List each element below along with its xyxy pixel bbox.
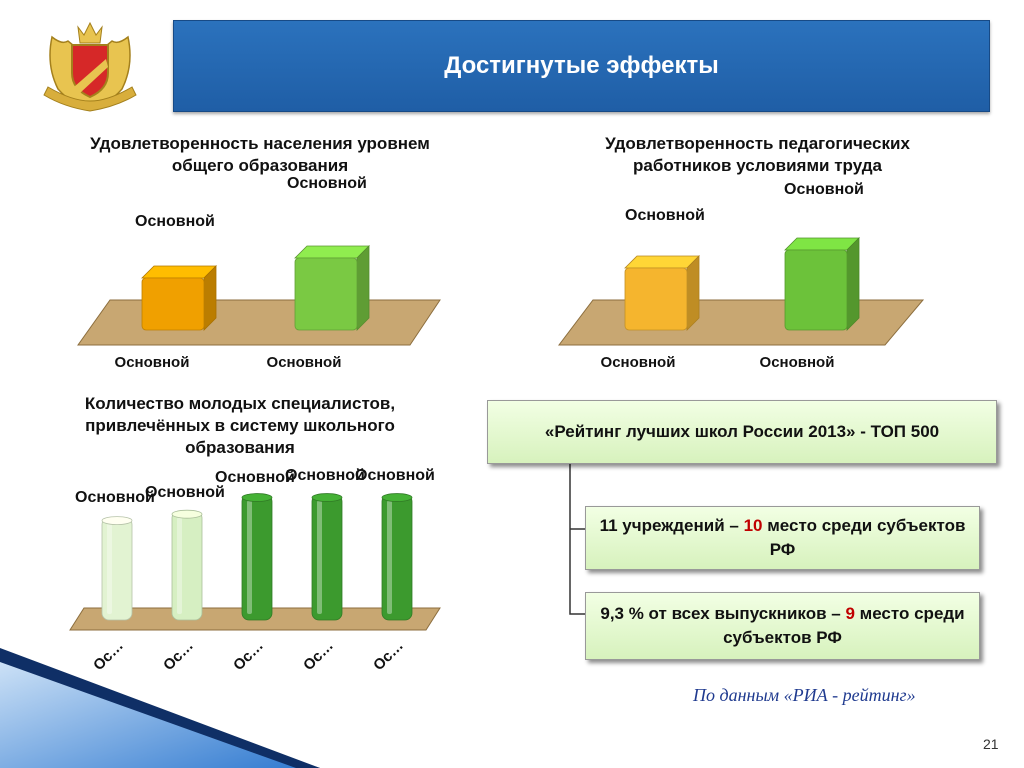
chart3-bar: [101, 516, 133, 621]
chart1-bar: [141, 265, 217, 331]
chart1-title: Удовлетворенность населения уровнем обще…: [90, 134, 430, 175]
chart3-title: Количество молодых специалистов, привлеч…: [84, 394, 396, 457]
chart3-data-label: Основной: [75, 489, 155, 506]
chart1-floor: [77, 299, 441, 346]
rating-item-2-text: 9,3 % от всех выпускников – 9 место сред…: [600, 604, 965, 647]
chart3-data-label: Основной: [285, 467, 365, 484]
chart3-bar: [381, 493, 413, 621]
chart1-data-label: Основной: [135, 213, 215, 230]
chart3-data-label: Основной: [145, 484, 225, 501]
rating-title-box: «Рейтинг лучших школ России 2013» - ТОП …: [487, 400, 997, 464]
rating-item-2-rank: 9: [845, 604, 855, 623]
chart1-bar: [294, 245, 370, 331]
chart1-category-label: Основной: [266, 354, 342, 371]
chart2-data-label: Основной: [625, 207, 705, 224]
chart1-plot: [77, 245, 441, 346]
corner-decoration: [0, 648, 320, 768]
rating-item-1-rank: 10: [743, 516, 763, 535]
chart2-bar: [624, 255, 700, 331]
chart2-floor: [557, 299, 925, 346]
page-title: Достигнутые эффекты: [444, 52, 719, 79]
rating-item-2: 9,3 % от всех выпускников – 9 место сред…: [585, 592, 980, 660]
chart2-category-label: Основной: [600, 354, 676, 371]
chart3-bar: [241, 493, 273, 621]
rating-item-1: 11 учреждений – 10 место среди субъектов…: [585, 506, 980, 570]
chart3-bar: [311, 493, 343, 621]
chart3-bar: [171, 509, 203, 621]
chart2-title: Удовлетворенность педагогических работни…: [605, 134, 910, 175]
chart1-data-label: Основной: [287, 175, 367, 192]
chart3-plot: [69, 493, 441, 631]
rating-connector-lines: [569, 462, 586, 615]
chart3-data-label: Основной: [215, 469, 295, 486]
source-note: По данным «РИА - рейтинг»: [693, 685, 916, 705]
rating-item-1-text: 11 учреждений – 10 место среди субъектов…: [599, 516, 966, 559]
page-number: 21: [983, 736, 999, 752]
chart3-category-label: Ос…: [370, 637, 407, 675]
title-banner: Достигнутые эффекты: [173, 20, 990, 112]
chart2-category-label: Основной: [759, 354, 835, 371]
coat-of-arms-icon: [43, 21, 137, 112]
chart2-bar: [784, 237, 860, 331]
rating-title: «Рейтинг лучших школ России 2013» - ТОП …: [544, 422, 940, 441]
chart3-data-label: Основной: [355, 467, 435, 484]
chart2-plot: [557, 237, 925, 346]
chart2-data-label: Основной: [784, 181, 864, 198]
chart1-category-label: Основной: [114, 354, 190, 371]
